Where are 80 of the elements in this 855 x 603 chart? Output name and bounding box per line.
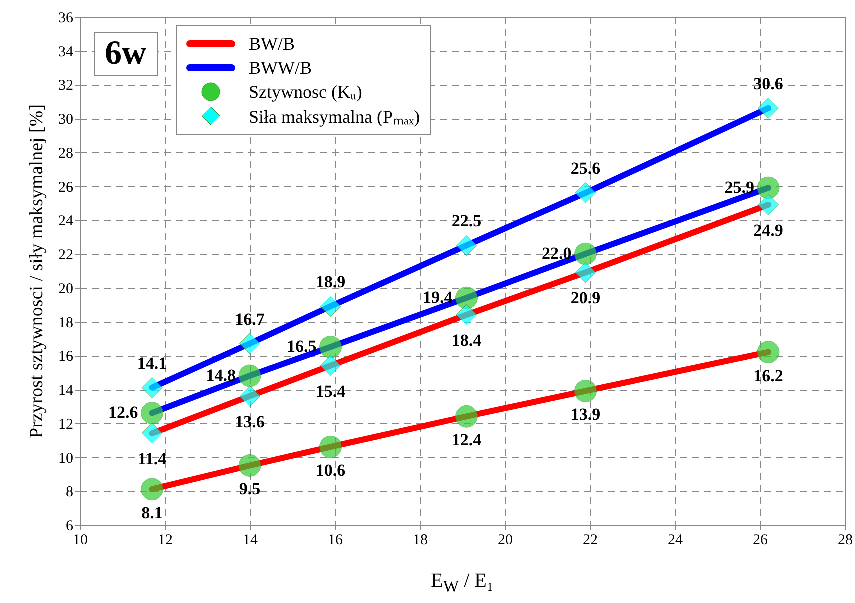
data-label: 14.8: [206, 366, 236, 385]
data-label: 16.2: [754, 366, 784, 386]
y-tick-label: 20: [58, 281, 74, 298]
x-tick-label: 22: [583, 532, 598, 548]
y-tick-label: 28: [58, 146, 74, 162]
x-tick-label: 28: [838, 532, 853, 548]
y-tick-label: 14: [58, 383, 74, 400]
point: [574, 380, 597, 402]
x-axis-title: E$_{W}$ / E₁: [430, 570, 495, 597]
legend-label: Sztywnosc (Kᵤ): [249, 82, 362, 102]
data-label: 30.6: [754, 74, 784, 94]
y-tick-label: 12: [58, 416, 74, 433]
x-tick-label: 24: [668, 532, 684, 548]
point: [456, 405, 478, 428]
point: [757, 341, 780, 364]
point: [238, 454, 262, 477]
point: [758, 98, 779, 119]
point: [141, 402, 164, 424]
data-label: 20.9: [570, 288, 601, 308]
point: [142, 423, 163, 444]
point: [575, 262, 596, 284]
x-tick-label: 18: [413, 532, 428, 548]
point: [757, 176, 780, 200]
data-label: 22.5: [452, 212, 482, 231]
y-tick-label: 10: [58, 450, 74, 467]
data-label: 16.7: [235, 310, 266, 329]
data-label: 9.5: [239, 480, 261, 499]
x-tick-label: 14: [243, 532, 258, 548]
point: [456, 304, 478, 326]
point: [575, 182, 596, 204]
data-label: 10.6: [316, 461, 346, 480]
point: [320, 336, 342, 358]
y-tick-label: 32: [58, 78, 74, 94]
x-tick-label: 26: [753, 532, 768, 548]
point: [238, 364, 262, 388]
y-tick-label: 24: [58, 214, 74, 230]
data-label: 22.0: [542, 244, 572, 264]
data-label: 18.9: [316, 272, 346, 292]
point: [320, 436, 342, 458]
data-label: 24.9: [754, 220, 784, 240]
point: [320, 355, 342, 376]
point: [142, 377, 163, 398]
y-tick-label: 36: [58, 10, 74, 26]
data-label: 25.9: [724, 178, 754, 198]
data-label: 25.6: [570, 159, 601, 178]
y-axis-title: Przyrost sztywnosci / siły maksymalnej [%]: [26, 104, 48, 439]
point: [574, 242, 597, 266]
data-label: 19.4: [423, 288, 454, 308]
y-tick-label: 8: [66, 484, 74, 501]
legend-label: BW/B: [249, 34, 296, 54]
legend-label: Siła maksymalna (Pₘₐₓ): [249, 106, 420, 128]
data-label: 14.1: [137, 354, 168, 373]
data-label: 13.9: [570, 405, 601, 424]
data-label: 12.4: [452, 430, 482, 450]
y-tick-label: 30: [58, 112, 74, 128]
data-label: 8.1: [142, 503, 163, 522]
y-tick-label: 22: [58, 248, 74, 264]
data-label: 12.6: [108, 403, 138, 422]
data-label: 11.4: [138, 450, 168, 469]
data-label: 13.6: [235, 412, 265, 432]
legend-label: BWW/B: [249, 58, 312, 78]
point: [240, 386, 260, 407]
y-tick-label: 16: [58, 349, 74, 366]
data-label: 15.4: [316, 382, 346, 401]
y-tick-label: 6: [66, 518, 74, 534]
point: [758, 194, 779, 216]
data-label: 18.4: [452, 331, 482, 350]
point: [320, 296, 342, 318]
x-tick-label: 16: [328, 532, 344, 548]
y-tick-label: 18: [58, 315, 74, 332]
point: [240, 333, 260, 354]
data-label: 16.5: [287, 337, 317, 356]
point: [456, 235, 478, 256]
x-tick-label: 12: [158, 532, 173, 548]
y-tick-label: 26: [58, 180, 74, 196]
x-tick-label: 20: [498, 532, 513, 548]
point: [141, 478, 164, 501]
point: [456, 286, 478, 310]
text: 6w: [94, 32, 158, 76]
y-tick-label: 34: [58, 44, 74, 60]
